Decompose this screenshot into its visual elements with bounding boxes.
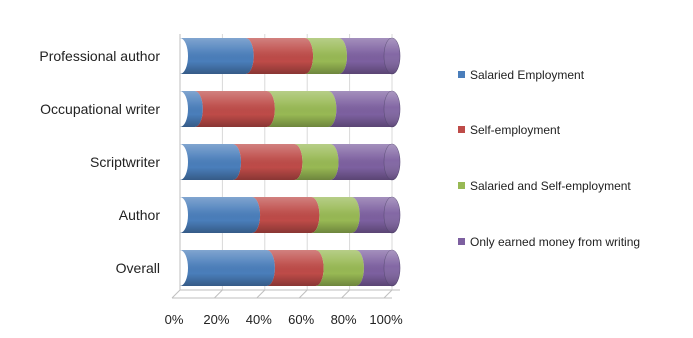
- bars: [180, 37, 401, 287]
- legend-swatch: [458, 238, 465, 245]
- bar-segment: [266, 91, 337, 127]
- bar-segment: [266, 250, 324, 286]
- bar-segment: [180, 91, 203, 127]
- bar-segment: [180, 197, 261, 233]
- legend: Salaried Employment Self-employment Salari…: [458, 68, 640, 249]
- legend-swatch: [458, 182, 465, 189]
- bar-end-cap-shade: [384, 38, 400, 74]
- bar-segment-shade: [330, 144, 400, 180]
- bar-segment-shade: [311, 197, 360, 233]
- bar-segment: [233, 144, 303, 180]
- category-label: Scriptwriter: [90, 154, 160, 170]
- x-tick-label: 20%: [203, 312, 229, 327]
- bar-segment-shade: [294, 144, 339, 180]
- gridline-floor: [256, 289, 266, 299]
- bar-segment-shade: [245, 38, 314, 74]
- legend-swatch: [458, 71, 465, 78]
- bar-segment-shade: [266, 250, 324, 286]
- bar-segment-shade: [328, 91, 400, 127]
- category-label: Occupational writer: [40, 101, 160, 117]
- bar-segment: [194, 91, 275, 127]
- legend-swatch: [458, 126, 465, 133]
- bar-segment: [330, 144, 400, 180]
- gridline-floor: [171, 289, 181, 299]
- bar-segment-shade: [180, 144, 241, 180]
- bar-segment: [180, 250, 275, 286]
- x-tick-label: 100%: [369, 312, 403, 327]
- bar-segment-shade: [252, 197, 320, 233]
- x-tick-label: 60%: [288, 312, 314, 327]
- bar-segment: [305, 38, 347, 74]
- category-label: Author: [119, 207, 161, 223]
- bar-segment-shade: [315, 250, 364, 286]
- bar-segment: [252, 197, 320, 233]
- category-label: Overall: [116, 260, 160, 276]
- bar-segment: [315, 250, 364, 286]
- bar-segment-shade: [180, 197, 261, 233]
- bar-end-cap-shade: [384, 91, 400, 127]
- x-tick-label: 40%: [246, 312, 272, 327]
- bar-segment-shade: [180, 38, 254, 74]
- bar-segment-shade: [180, 91, 203, 127]
- x-tick-label: 80%: [331, 312, 357, 327]
- legend-label: Only earned money from writing: [470, 235, 640, 249]
- bar-end-cap-shade: [384, 144, 400, 180]
- bar-segment-shade: [233, 144, 303, 180]
- bar-segment-shade: [305, 38, 347, 74]
- bar-segment: [180, 144, 241, 180]
- bar-segment: [328, 91, 400, 127]
- bar-segment: [311, 197, 360, 233]
- gridline-floor: [383, 289, 393, 299]
- bar-end-cap-shade: [384, 250, 400, 286]
- x-axis-ticks: 0% 20% 40% 60% 80% 100%: [165, 312, 403, 327]
- category-label: Professional author: [39, 48, 160, 64]
- x-tick-label: 0%: [165, 312, 184, 327]
- legend-label: Salaried and Self-employment: [470, 179, 631, 193]
- bar-end-cap-shade: [384, 197, 400, 233]
- bar-segment-shade: [180, 250, 275, 286]
- gridline-floor: [214, 289, 223, 299]
- bar-segment: [180, 38, 254, 74]
- legend-label: Self-employment: [470, 123, 561, 137]
- bar-segment: [294, 144, 339, 180]
- gridline-floor: [298, 289, 308, 299]
- bar-segment-shade: [194, 91, 275, 127]
- bar-segment: [245, 38, 314, 74]
- legend-label: Salaried Employment: [470, 68, 585, 82]
- category-labels: Professional author Occupational writer Sc…: [39, 48, 160, 276]
- gridline-floor: [341, 289, 350, 299]
- bar-segment-shade: [266, 91, 337, 127]
